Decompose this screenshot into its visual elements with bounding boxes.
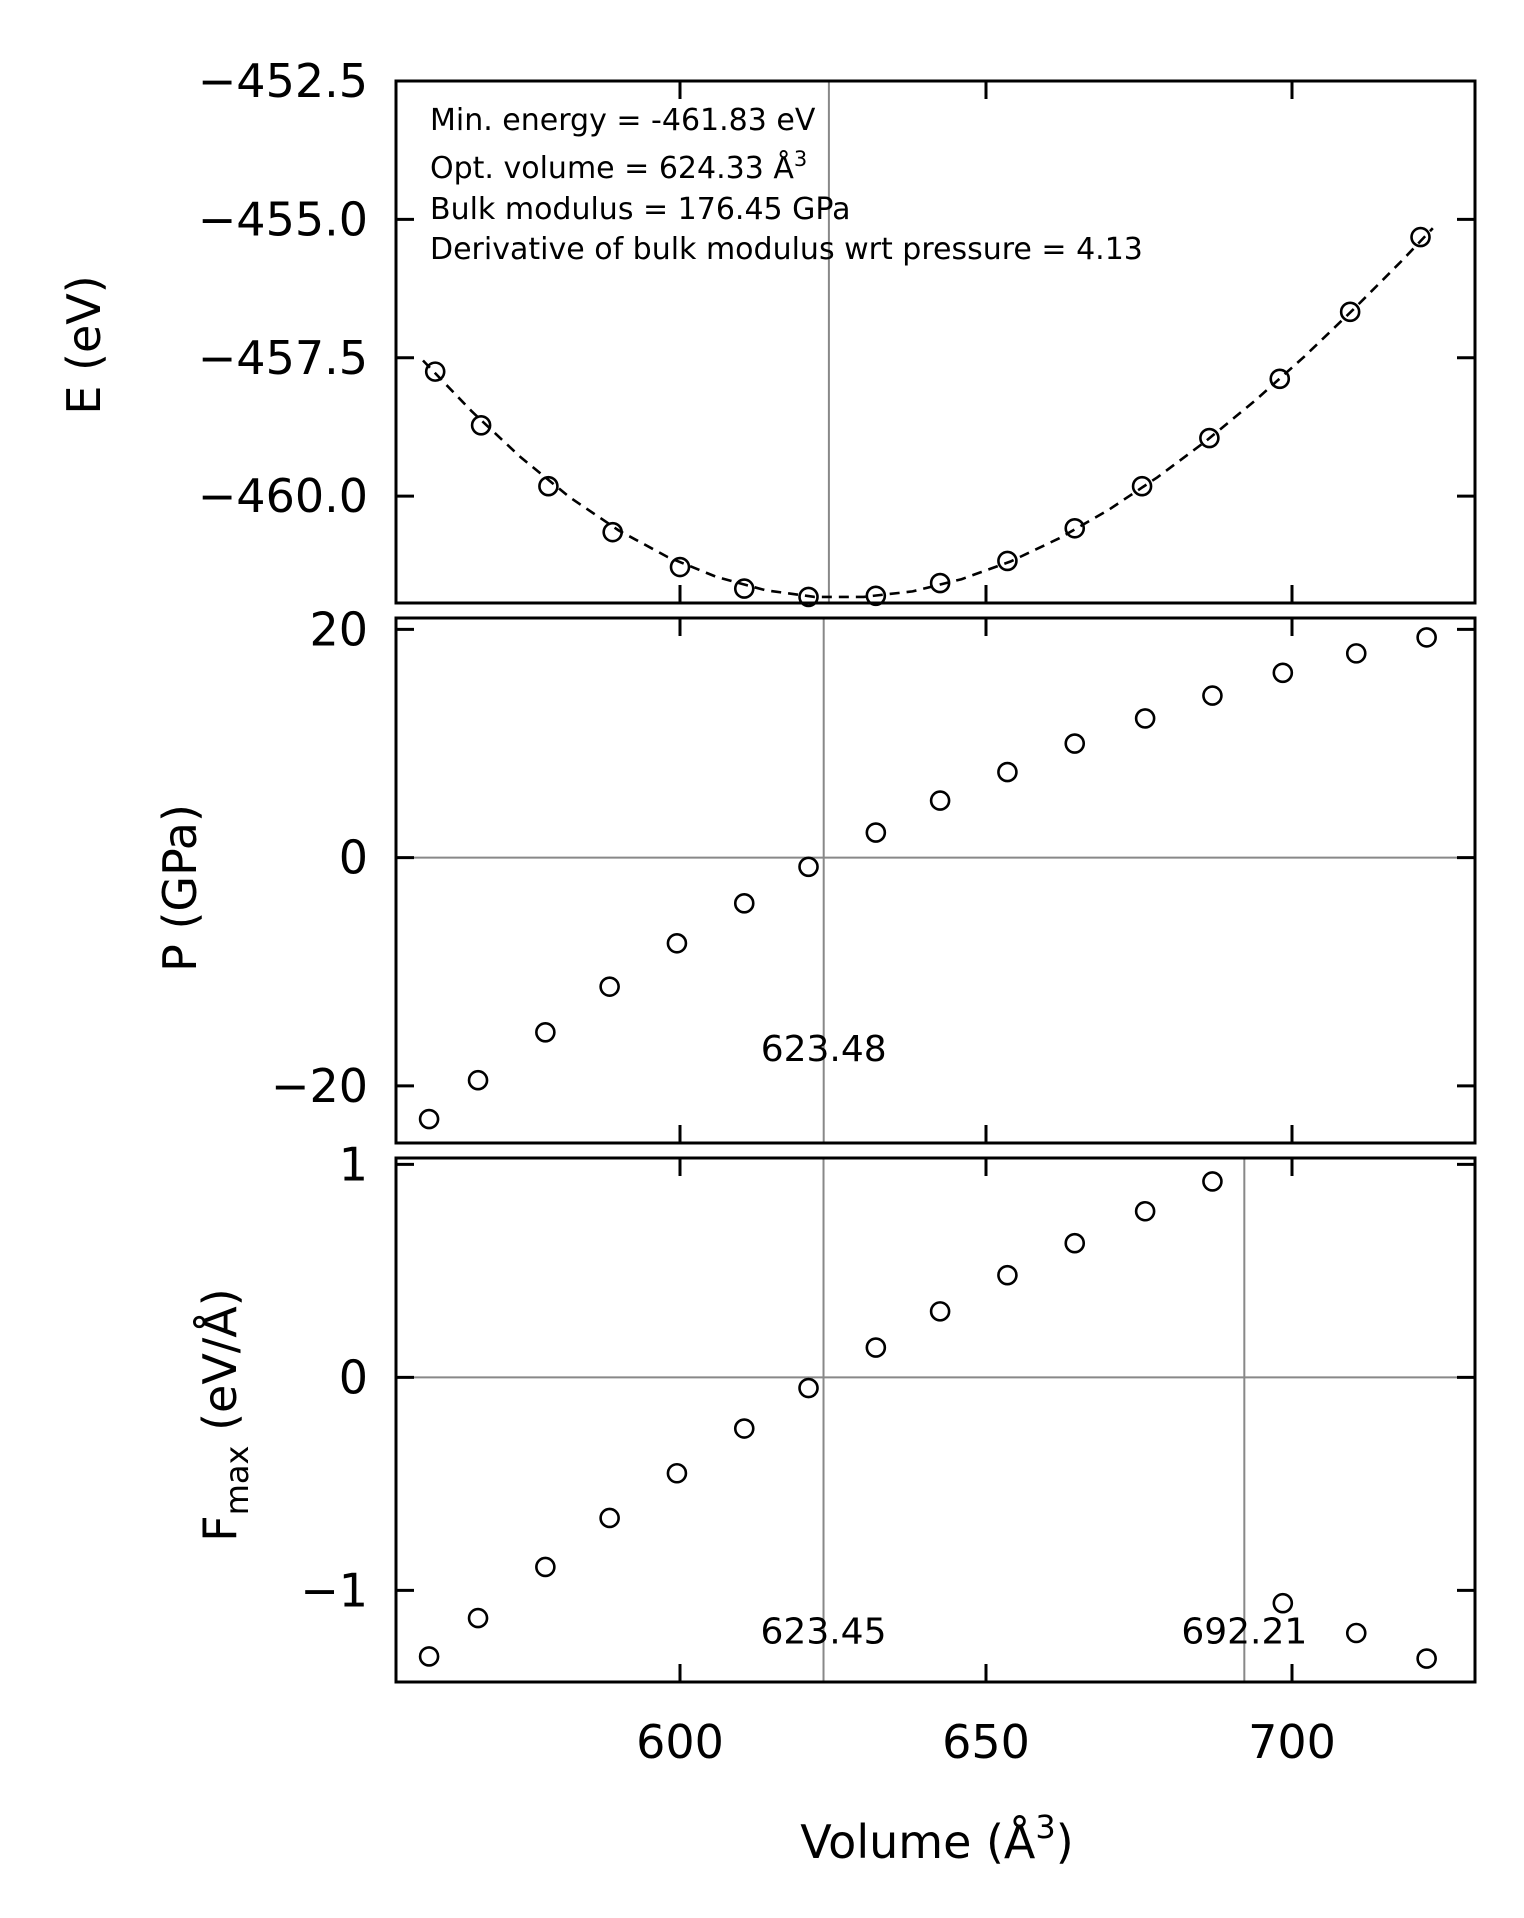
annotation-bulk-modulus-derivative: Derivative of bulk modulus wrt pressure … <box>430 232 1143 267</box>
energy-point-2 <box>538 475 559 497</box>
x-label-tail: ) <box>1056 1815 1074 1869</box>
force-point-2 <box>535 1556 556 1578</box>
annotation-min-energy: Min. energy = -461.83 eV <box>430 103 816 138</box>
pressure-point-9 <box>997 761 1018 783</box>
pressure-ytick-label-2: −20 <box>271 1059 368 1113</box>
energy-fit-curve <box>422 227 1434 599</box>
energy-point-4 <box>669 556 691 578</box>
pressure-point-14 <box>1345 643 1367 664</box>
force-point-1 <box>467 1607 489 1629</box>
xtick-label-2: 700 <box>1248 1715 1336 1769</box>
pressure-point-1 <box>467 1069 489 1091</box>
energy-point-11 <box>1131 475 1153 497</box>
pressure-vline-label-0: 623.48 <box>761 1029 887 1070</box>
pressure-point-6 <box>798 856 819 878</box>
pressure-point-8 <box>929 790 951 811</box>
pressure-point-11 <box>1134 708 1156 729</box>
pressure-point-2 <box>535 1021 556 1043</box>
force-point-8 <box>929 1301 951 1322</box>
energy-point-6 <box>798 586 819 608</box>
force-point-4 <box>666 1462 688 1484</box>
force-point-5 <box>733 1418 755 1439</box>
energy-ytick-label-2: −457.5 <box>198 331 368 385</box>
pressure-point-3 <box>599 976 620 997</box>
pressure-plot-frame <box>394 616 1477 1145</box>
x-label-main: Volume (Å <box>800 1815 1036 1869</box>
annotation-opt-volume: Opt. volume = 624.33 Å3 <box>430 147 807 186</box>
energy-point-3 <box>602 521 623 543</box>
energy-point-7 <box>865 585 887 607</box>
force-point-6 <box>798 1377 819 1399</box>
force-point-0 <box>418 1646 440 1667</box>
pressure-point-10 <box>1064 733 1086 754</box>
energy-point-10 <box>1064 517 1086 539</box>
energy-ytick-label-1: −455.0 <box>198 192 368 246</box>
pressure-point-13 <box>1272 662 1294 684</box>
force-ytick-label-1: 0 <box>339 1350 368 1404</box>
annotation-opt-volume-sup: 3 <box>794 147 807 171</box>
xtick-label-0: 600 <box>636 1715 724 1769</box>
pressure-ytick-label-1: 0 <box>339 831 368 885</box>
pressure-y-axis-label: P (GPa) <box>153 804 207 972</box>
x-label-sup: 3 <box>1035 1808 1055 1846</box>
force-y-label-tail: (eV/Å) <box>193 1288 247 1445</box>
pressure-point-4 <box>666 932 688 954</box>
force-point-7 <box>865 1337 887 1358</box>
force-y-axis-label: Fmax (eV/Å) <box>193 1288 256 1541</box>
energy-point-8 <box>929 572 951 594</box>
force-vline-label-0: 623.45 <box>761 1612 887 1653</box>
energy-point-1 <box>470 415 492 436</box>
energy-point-0 <box>424 361 446 382</box>
force-vline-label-1: 692.21 <box>1181 1612 1307 1653</box>
energy-y-axis-label: E (eV) <box>57 275 111 414</box>
force-ytick-label-0: 1 <box>339 1137 368 1191</box>
force-plot-frame <box>394 1156 1477 1684</box>
pressure-point-15 <box>1416 627 1437 648</box>
annotation-opt-volume-text: Opt. volume = 624.33 Å <box>430 150 794 186</box>
pressure-point-7 <box>865 822 887 843</box>
x-axis-label: Volume (Å3) <box>800 1808 1073 1869</box>
energy-point-9 <box>997 550 1018 572</box>
force-point-3 <box>599 1507 620 1529</box>
force-y-label-sub: max <box>218 1446 256 1516</box>
annotation-bulk-modulus: Bulk modulus = 176.45 GPa <box>430 192 851 227</box>
xtick-label-1: 650 <box>942 1715 1030 1769</box>
energy-point-14 <box>1339 301 1361 323</box>
energy-point-12 <box>1199 427 1220 449</box>
energy-point-15 <box>1410 226 1431 248</box>
pressure-point-5 <box>733 893 755 914</box>
energy-plot-frame <box>394 79 1477 605</box>
force-point-12 <box>1202 1171 1223 1192</box>
pressure-ytick-label-0: 20 <box>309 602 368 656</box>
energy-ytick-label-0: −452.5 <box>198 54 368 108</box>
force-point-10 <box>1064 1232 1086 1254</box>
force-point-14 <box>1345 1622 1367 1644</box>
force-point-13 <box>1272 1592 1294 1614</box>
pressure-point-12 <box>1202 685 1223 706</box>
force-point-11 <box>1134 1200 1156 1222</box>
pressure-point-0 <box>418 1108 440 1130</box>
force-point-15 <box>1416 1648 1437 1669</box>
force-ytick-label-2: −1 <box>300 1563 368 1617</box>
force-y-label-main: F <box>193 1515 247 1541</box>
energy-point-13 <box>1269 368 1291 390</box>
energy-point-5 <box>733 578 755 599</box>
force-point-9 <box>997 1264 1018 1286</box>
energy-ytick-label-3: −460.0 <box>198 469 368 523</box>
